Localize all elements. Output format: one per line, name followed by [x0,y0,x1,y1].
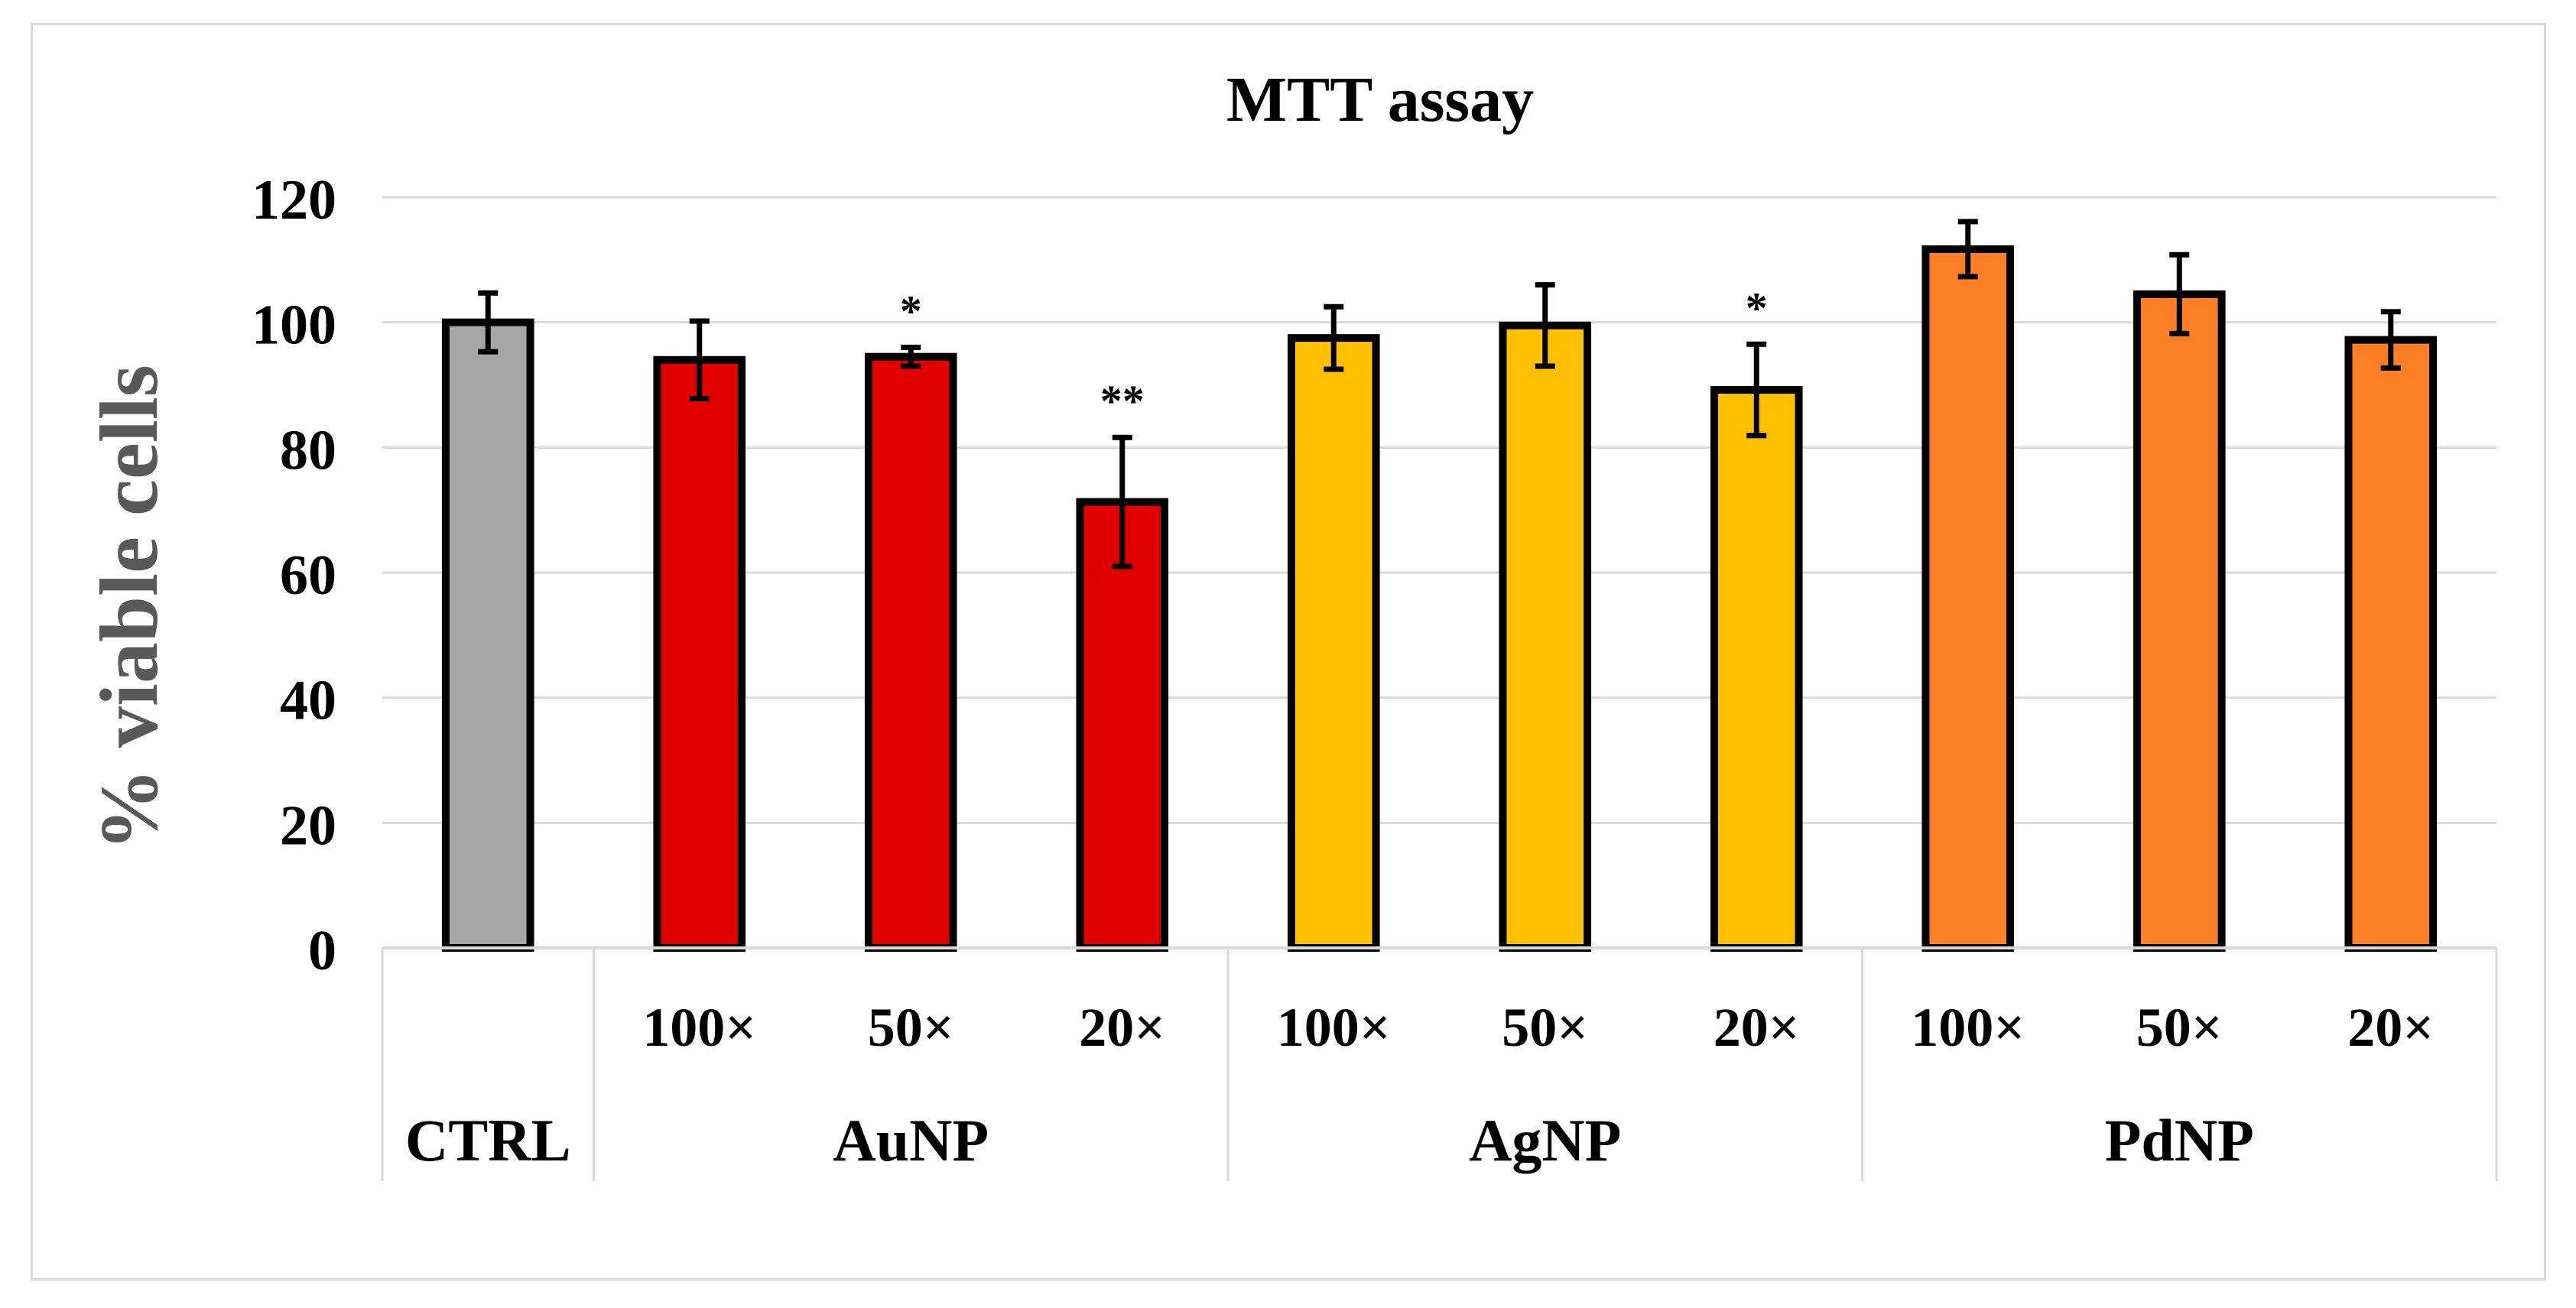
bar [653,355,746,952]
group-label: AuNP [833,1107,989,1173]
category-tick-label: 100× [1911,997,2025,1058]
category-tick-label: 100× [642,997,756,1058]
group-label: PdNP [2105,1107,2254,1173]
category-tick-label: 100× [1277,997,1391,1058]
y-tick-label: 120 [252,169,336,232]
category-tick-label: 20× [1079,997,1165,1058]
y-tick-label: 100 [252,294,336,357]
category-tick-label: 20× [2347,997,2434,1058]
group-label: AgNP [1469,1107,1621,1173]
chart-title: MTT assay [1226,64,1534,135]
significance-marker: * [900,286,922,336]
y-tick-label: 0 [308,920,336,982]
y-axis-label: % viable cells [84,365,175,851]
category-tick-label: 20× [1714,997,1800,1058]
bars: **** [382,219,2496,952]
group-label: CTRL [405,1107,571,1173]
y-tick-label: 40 [280,670,336,732]
category-tick-label: 50× [868,997,954,1058]
category-axis: 100× 50× 20× 100× 50× 20× 100× 50× 20× CTRL AuNP Ag… [381,948,2498,1181]
significance-marker: ** [1100,376,1145,426]
bar [1710,386,1803,952]
gridlines: 0 20 40 60 80 100 120 [252,169,2496,982]
category-tick-label: 50× [1502,997,1588,1058]
bar [1921,245,2015,952]
significance-marker: * [1746,283,1768,333]
y-tick-label: 20 [280,794,336,857]
y-tick-label: 60 [280,544,336,607]
bar [441,318,534,952]
bar [1287,334,1380,952]
y-tick-label: 80 [280,419,336,482]
category-tick-label: 50× [2136,997,2223,1058]
bar [2344,336,2438,952]
bar [2133,290,2226,952]
bar [864,352,957,952]
bar [1499,321,1592,952]
